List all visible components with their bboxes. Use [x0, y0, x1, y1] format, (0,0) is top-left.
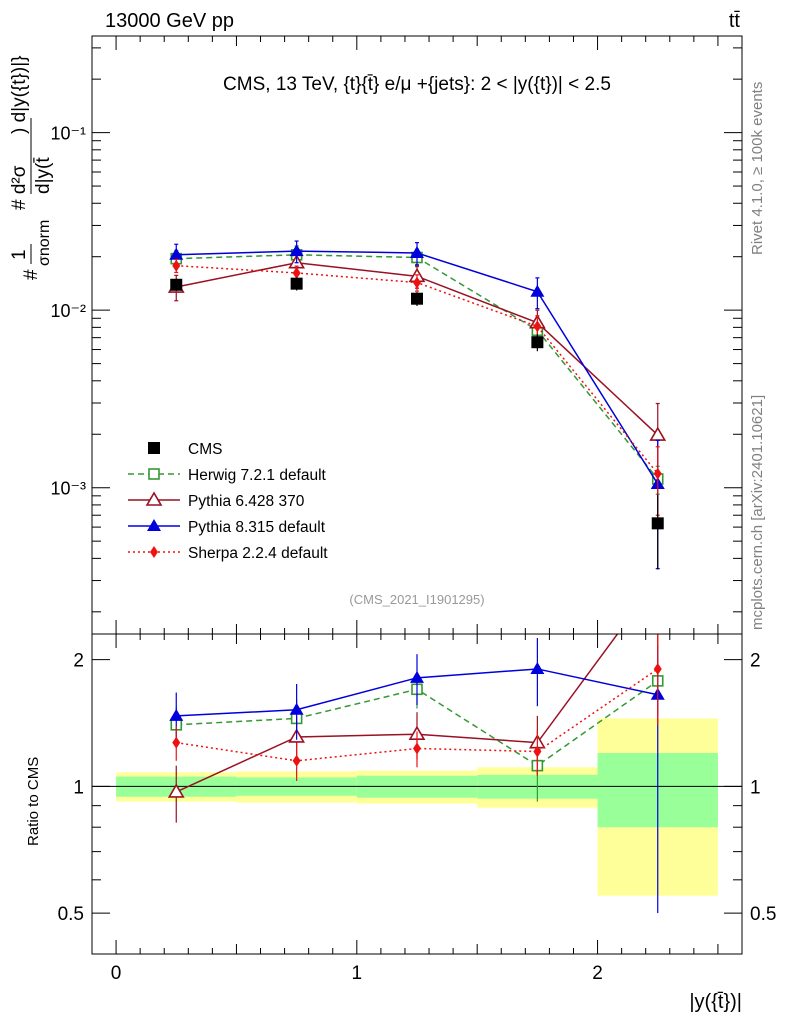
- y-label-tail: ) d|y({t})|}: [9, 55, 30, 134]
- x-tick-label: 1: [352, 963, 363, 984]
- legend-marker: [148, 442, 160, 454]
- ratio-point: [530, 661, 545, 674]
- y-label-one: 1: [9, 249, 30, 260]
- analysis-id-label: (CMS_2021_I1901295): [349, 592, 484, 607]
- legend-entry: CMS: [148, 441, 222, 458]
- plot-title: CMS, 13 TeV, {t}{t̄} e/μ +{jets}: 2 < |y…: [223, 74, 611, 95]
- data-point: [289, 244, 304, 257]
- data-point: [410, 245, 424, 258]
- ratio-point: [653, 662, 662, 675]
- legend-entry: Pythia 6.428 370: [128, 491, 305, 510]
- data-point: [653, 467, 662, 480]
- legend: CMS Herwig 7.2.1 default Pythia 6.428 370 P…: [128, 441, 328, 562]
- y-tick-label: 10⁻¹: [50, 124, 86, 144]
- y-tick-label: 10⁻²: [50, 301, 86, 321]
- data-point: [170, 278, 183, 291]
- y-axis-label: # 1 σnorm # d²σ ) d|y({t})|} d|y(t̄: [9, 55, 54, 280]
- legend-entry: Pythia 8.315 default: [128, 519, 326, 536]
- data-point: [292, 266, 301, 279]
- series-sherpa-2-2-4-default: [172, 258, 662, 516]
- data-point: [411, 292, 423, 305]
- legend-entry: Herwig 7.2.1 default: [128, 467, 327, 484]
- legend-label: Herwig 7.2.1 default: [188, 467, 327, 484]
- ratio-series-layer: [167, 634, 665, 914]
- x-tick-label: 0: [111, 963, 122, 984]
- data-point: [531, 336, 544, 349]
- legend-marker: [145, 491, 163, 506]
- ratio-pythia-8-315-default: [169, 638, 665, 914]
- legend-label: CMS: [188, 441, 222, 458]
- ratio-point: [169, 708, 184, 721]
- ratio-point: [410, 670, 424, 683]
- data-point: [530, 284, 545, 297]
- data-point: [172, 259, 181, 272]
- x-tick-label: 2: [592, 963, 603, 984]
- ratio-tick-label-right: 2: [750, 651, 761, 672]
- process-label: tt̄: [729, 10, 741, 32]
- ratio-series-group: [167, 634, 665, 914]
- legend-marker: [150, 546, 158, 558]
- legend-entry: Sherpa 2.2.4 default: [128, 545, 328, 562]
- y-tick-label: 10⁻³: [50, 479, 86, 499]
- y-label-denominator: d|y(t̄: [33, 157, 54, 194]
- ratio-point: [413, 742, 421, 755]
- ratio-tick-label-right: 1: [750, 777, 761, 798]
- x-axis-label: |y({t̄})|: [689, 991, 742, 1013]
- ratio-sherpa-2-2-4-default: [172, 634, 662, 781]
- ratio-point: [289, 702, 304, 715]
- axes-layer: 0 1 2 10⁻³ 10⁻² 10⁻¹ 0.5 0.5 1 1 2 2: [50, 36, 776, 984]
- ratio-point: [292, 754, 301, 767]
- ratio-y-axis-label: Ratio to CMS: [25, 757, 42, 846]
- data-point: [169, 247, 184, 260]
- ratio-point: [533, 745, 542, 758]
- ratio-tick-label-left: 2: [73, 651, 84, 672]
- data-point: [290, 277, 303, 290]
- legend-marker: [148, 468, 160, 480]
- y-label-numerator: # d²σ: [9, 165, 30, 210]
- legend-label: Pythia 6.428 370: [188, 493, 305, 510]
- ratio-point: [167, 783, 185, 798]
- y-label-prefix: #: [21, 269, 42, 280]
- ratio-line: [176, 668, 659, 762]
- mcplots-url-label: mcplots.cern.ch [arXiv:2401.10621]: [749, 395, 766, 630]
- ratio-tick-label-left: 0.5: [58, 904, 84, 925]
- data-point: [651, 517, 664, 530]
- ratio-tick-label-left: 1: [73, 777, 84, 798]
- data-point: [533, 320, 542, 333]
- ratio-tick-label-right: 0.5: [750, 904, 776, 925]
- legend-label: Pythia 8.315 default: [188, 519, 326, 536]
- y-label-sigma: σnorm: [36, 220, 53, 266]
- series-cms: [170, 277, 664, 570]
- legend-marker: [147, 519, 161, 531]
- energy-label: 13000 GeV pp: [105, 10, 234, 32]
- data-point: [413, 276, 421, 289]
- rivet-version-label: Rivet 4.1.0, ≥ 100k events: [749, 82, 766, 255]
- legend-label: Sherpa 2.2.4 default: [188, 545, 328, 562]
- ratio-plot-frame: [91, 633, 743, 955]
- ratio-point: [172, 736, 181, 749]
- main-series-layer: [167, 240, 667, 570]
